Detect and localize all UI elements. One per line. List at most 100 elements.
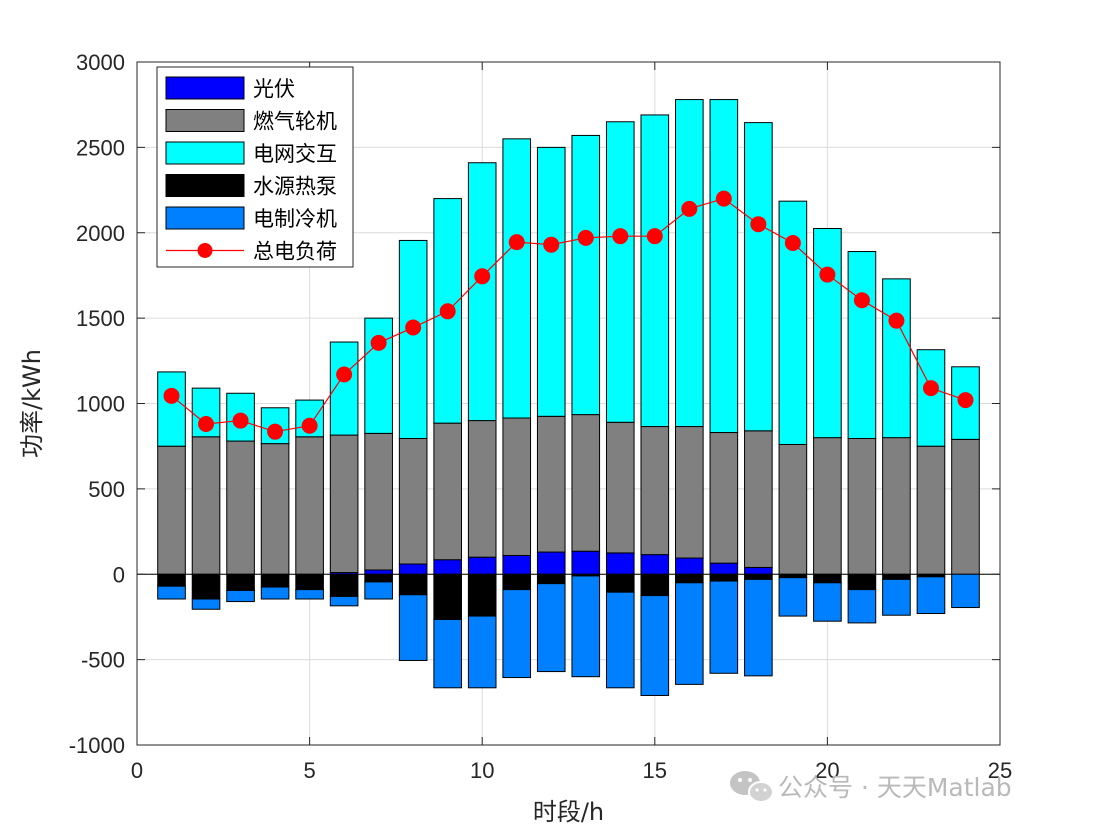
bar	[364, 581, 393, 600]
bar	[882, 278, 911, 439]
bar	[226, 589, 255, 603]
data-point	[163, 387, 180, 404]
data-point	[612, 228, 629, 245]
bar	[813, 573, 842, 584]
bar	[398, 438, 428, 565]
y-tick-label: 1500	[76, 306, 125, 331]
x-axis-label: 时段/h	[533, 798, 604, 826]
bar	[951, 573, 980, 609]
data-point	[474, 268, 491, 285]
bar	[191, 598, 221, 610]
data-point	[336, 366, 353, 383]
bar	[398, 563, 428, 575]
data-point	[405, 319, 422, 336]
bar	[605, 591, 635, 689]
bar	[536, 415, 566, 553]
bar	[640, 114, 670, 428]
bar	[295, 589, 324, 600]
bar	[364, 569, 393, 575]
bar	[709, 562, 739, 575]
bar	[398, 239, 428, 440]
legend-label: 燃气轮机	[253, 110, 337, 134]
bar	[260, 443, 290, 575]
bar	[502, 554, 532, 575]
bar	[744, 573, 773, 580]
legend-swatch	[165, 141, 245, 165]
data-point	[819, 266, 836, 283]
bar	[778, 577, 808, 617]
bar	[847, 573, 877, 591]
bar	[640, 554, 670, 575]
bar	[675, 582, 704, 685]
bar	[916, 576, 946, 615]
bar	[226, 573, 255, 591]
bar	[882, 578, 911, 616]
legend-label: 电制冷机	[253, 207, 337, 231]
x-tick-label: 15	[643, 758, 667, 783]
bar	[675, 557, 704, 575]
x-tick-label: 5	[303, 758, 315, 783]
data-point	[232, 412, 249, 429]
x-tick-label: 20	[815, 758, 839, 783]
bar	[329, 595, 359, 607]
bar	[744, 578, 773, 677]
y-tick-label: -1000	[69, 733, 125, 758]
data-point	[681, 200, 698, 217]
bar	[536, 573, 566, 585]
bar	[640, 595, 670, 696]
legend-label: 光伏	[253, 77, 295, 101]
bar	[467, 162, 497, 422]
bar	[675, 99, 704, 428]
data-point	[922, 380, 939, 397]
legend-box	[156, 66, 354, 268]
y-tick-label: 1000	[76, 392, 125, 417]
bar	[778, 443, 808, 575]
legend-swatch	[165, 109, 245, 132]
bar	[398, 573, 428, 596]
bar	[295, 436, 324, 575]
bar	[467, 573, 497, 617]
data-point	[715, 190, 732, 207]
bar	[364, 432, 393, 571]
bar	[157, 371, 186, 447]
wechat-icon	[730, 771, 774, 803]
data-point	[267, 423, 284, 440]
total-load-line	[163, 190, 974, 440]
bar	[847, 589, 877, 624]
legend-label: 总电负荷	[253, 240, 337, 264]
legend-swatch	[165, 76, 245, 100]
bar	[744, 430, 773, 568]
bar	[157, 573, 186, 587]
data-point	[439, 303, 456, 320]
bar	[744, 122, 773, 432]
bar	[467, 615, 497, 689]
data-point	[888, 312, 905, 329]
bar	[605, 421, 635, 554]
bar	[813, 227, 842, 439]
bar	[536, 146, 566, 417]
bar	[571, 575, 601, 678]
bar	[433, 559, 462, 575]
data-point	[301, 417, 318, 434]
bar	[467, 556, 497, 575]
bar	[916, 445, 946, 575]
bar	[260, 586, 290, 600]
bar	[398, 594, 428, 661]
bar	[813, 582, 842, 622]
data-point	[543, 236, 560, 253]
bar	[571, 550, 601, 575]
bar	[467, 420, 497, 558]
tick-labels: 0 5 10 15 20 25 -1000 -500 0 500 1000 1500 2000 2500 3…	[69, 50, 1013, 783]
bar	[502, 138, 532, 419]
bar	[882, 437, 911, 575]
bar	[571, 134, 601, 416]
bar	[640, 426, 670, 556]
bar	[709, 432, 739, 564]
bar	[364, 573, 393, 583]
bar	[640, 573, 670, 597]
data-point	[957, 392, 974, 409]
bar	[882, 573, 911, 580]
x-tick-label: 25	[988, 758, 1012, 783]
